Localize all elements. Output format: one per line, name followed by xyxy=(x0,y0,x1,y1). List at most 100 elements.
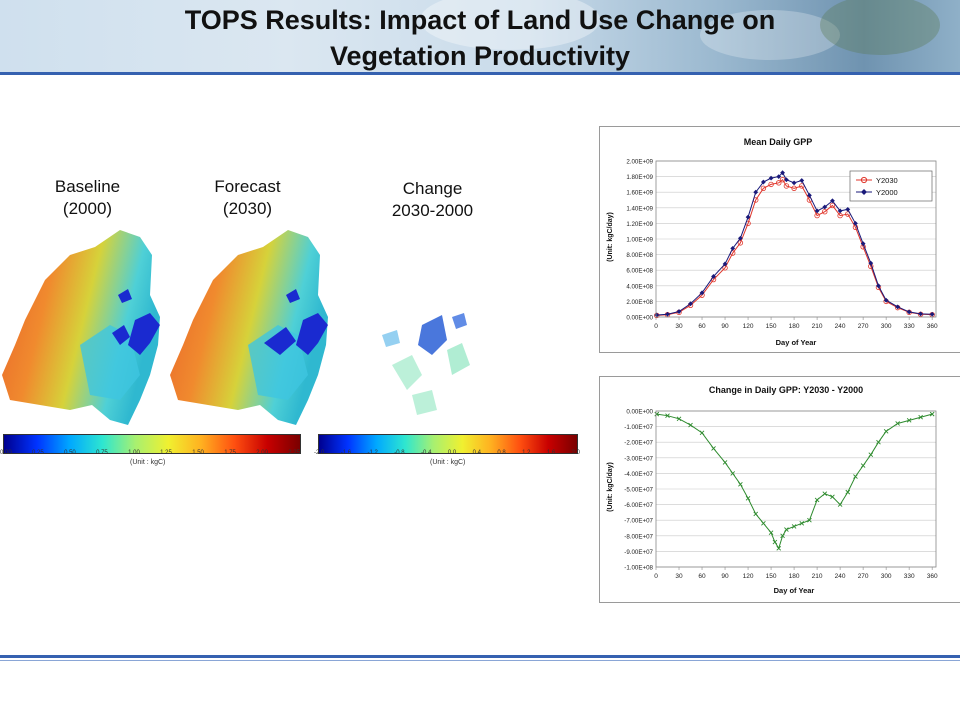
data-point xyxy=(711,446,716,451)
change-colorbar-ticks: -2.0 -1.6 -1.2 -0.8 -0.4 0.0 0.4 0.8 1.2… xyxy=(314,450,580,456)
data-point xyxy=(768,181,774,188)
data-point xyxy=(722,460,728,465)
y-tick-label: 1.20E+09 xyxy=(626,221,653,228)
legend-box xyxy=(849,170,933,202)
y-axis-label: (Unit: kgC/day) xyxy=(607,462,614,512)
data-point xyxy=(799,521,805,526)
x-tick-label: 300 xyxy=(881,573,892,580)
cyan-area xyxy=(80,325,140,400)
colorbar-tick: -1.2 xyxy=(367,450,378,456)
data-point xyxy=(906,418,912,423)
change-gpp-chart: Change in Daily GPP: Y2030 - Y2000 (Unit… xyxy=(607,385,938,595)
data-point xyxy=(895,304,901,310)
change-colorbar-unit: (Unit : kgC) xyxy=(430,459,466,466)
colorbar-tick: 1.6 xyxy=(546,450,556,456)
y-tick-label: -1.00E+08 xyxy=(624,565,653,572)
data-point xyxy=(906,309,912,315)
x-tick-label: 30 xyxy=(675,323,683,330)
y-tick-label: -1.00E+07 xyxy=(624,424,653,431)
x-tick-label: 210 xyxy=(812,573,823,580)
data-point xyxy=(883,297,889,303)
change-label-line1: Change xyxy=(402,179,463,198)
x-tick-label: 30 xyxy=(675,573,683,580)
forecast-label: Forecast (2030) xyxy=(180,176,315,220)
data-point xyxy=(760,185,767,191)
y-tick-label: 2.00E+09 xyxy=(626,159,653,166)
data-point xyxy=(772,539,778,545)
forecast-label-line1: Forecast xyxy=(214,177,281,196)
data-point xyxy=(776,545,782,551)
data-point xyxy=(730,245,736,251)
colorbar-tick: -0.4 xyxy=(421,450,432,456)
colorbar-tick: 1.00 xyxy=(128,450,140,456)
y-tick-label: -6.00E+07 xyxy=(624,502,653,509)
colorbar-tick: 0.4 xyxy=(472,450,481,456)
data-point xyxy=(688,301,693,307)
data-point xyxy=(918,414,923,420)
x-tick-label: 330 xyxy=(904,573,915,580)
banner-cloud xyxy=(420,0,600,50)
data-point xyxy=(822,204,828,210)
y-tick-label: 4.00E+08 xyxy=(626,283,653,290)
forecast-map xyxy=(170,230,328,425)
data-point xyxy=(814,208,820,214)
x-tick-label: 120 xyxy=(743,323,754,330)
data-point xyxy=(853,221,858,226)
data-point xyxy=(929,311,935,317)
baseline-colorbar xyxy=(3,434,301,454)
data-point xyxy=(853,474,858,479)
water-area xyxy=(128,313,160,355)
legend-label-y2030: Y2030 xyxy=(876,176,898,185)
data-point xyxy=(929,411,935,417)
x-tick-label: 210 xyxy=(812,323,823,330)
change-label: Change 2030-2000 xyxy=(365,178,500,222)
x-tick-label: 330 xyxy=(904,323,915,330)
colorbar-tick: 1.25 xyxy=(160,450,172,456)
x-tick-label: 90 xyxy=(721,323,729,330)
chart-title: Mean Daily GPP xyxy=(744,137,813,147)
x-tick-label: 150 xyxy=(766,573,777,580)
colorbar-tick: 1.50 xyxy=(192,450,204,456)
colorbar-tick: 0.75 xyxy=(96,450,108,456)
x-tick-label: 180 xyxy=(789,323,800,330)
data-point xyxy=(830,198,835,204)
x-tick-label: 0 xyxy=(654,323,658,330)
x-tick-label: 360 xyxy=(927,323,938,330)
y-tick-label: 1.80E+09 xyxy=(626,174,653,181)
x-tick-label: 60 xyxy=(698,323,706,330)
y-tick-label: 1.60E+09 xyxy=(626,190,653,197)
change-map xyxy=(382,313,470,415)
data-point xyxy=(711,274,716,279)
title-line-2: Vegetation Productivity xyxy=(329,41,631,71)
data-point xyxy=(780,170,785,176)
title-line-1: TOPS Results: Impact of Land Use Change … xyxy=(184,5,776,35)
series-line xyxy=(656,413,933,550)
y-tick-label: -2.00E+07 xyxy=(624,440,653,447)
colorbar-tick: -0.8 xyxy=(394,450,405,456)
water-area xyxy=(112,325,130,345)
data-point xyxy=(868,452,874,457)
y-tick-label: -4.00E+07 xyxy=(624,471,653,478)
data-point xyxy=(722,261,728,267)
plot-frame xyxy=(655,410,937,568)
data-point xyxy=(876,439,881,445)
chart-title: Change in Daily GPP: Y2030 - Y2000 xyxy=(709,385,863,395)
y-tick-label: 2.00E+08 xyxy=(626,299,653,306)
y-tick-label: -5.00E+07 xyxy=(624,487,653,494)
x-tick-label: 240 xyxy=(835,323,846,330)
data-point xyxy=(768,530,774,535)
change-patch xyxy=(452,313,467,329)
data-point xyxy=(665,311,670,317)
change-patch xyxy=(382,330,400,347)
x-tick-label: 120 xyxy=(743,573,754,580)
baseline-label-line1: Baseline xyxy=(54,177,121,196)
data-point xyxy=(768,175,774,181)
x-tick-label: 150 xyxy=(766,323,777,330)
banner-cloud xyxy=(700,10,840,60)
cyan-area xyxy=(248,325,308,400)
change-label-line2: 2030-2000 xyxy=(391,201,474,220)
data-point xyxy=(814,497,820,503)
colorbar-tick: 0.0 xyxy=(447,450,457,456)
data-point xyxy=(654,312,660,318)
data-point xyxy=(860,463,866,468)
